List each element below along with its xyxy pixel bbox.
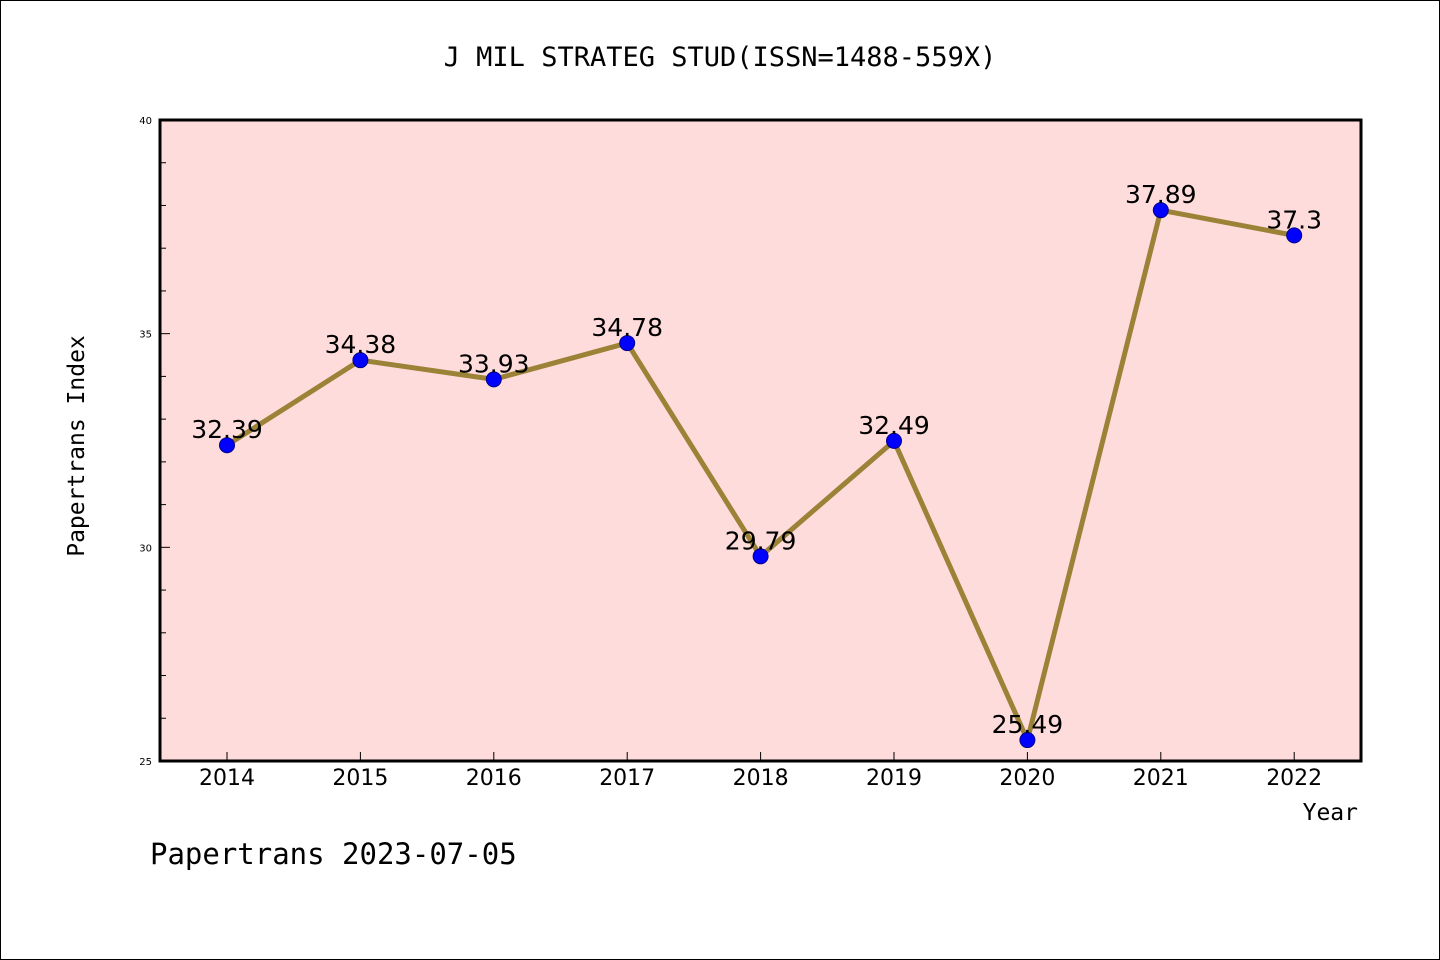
data-point xyxy=(485,371,502,388)
y-tick-label: 25 xyxy=(139,757,152,768)
data-point xyxy=(1152,202,1169,219)
data-point xyxy=(1019,732,1036,749)
data-labels: 32.39 34.38 33.93 34.78 29.79 32.49 25.49 37.89… xyxy=(191,180,1322,739)
series-markers xyxy=(219,202,1303,749)
footer-date-stamp: Papertrans 2023-07-05 xyxy=(150,837,517,871)
y-axis-ticks: 25 30 35 40 xyxy=(139,116,170,768)
data-point xyxy=(886,432,902,449)
x-axis-title: Year xyxy=(1303,800,1358,826)
x-tick-label: 2016 xyxy=(466,766,522,791)
data-point xyxy=(352,352,369,369)
data-label: 32.39 xyxy=(191,415,263,444)
y-tick-label: 40 xyxy=(139,116,152,127)
data-label: 37.89 xyxy=(1125,180,1197,209)
x-tick-label: 2015 xyxy=(332,766,388,791)
chart-title: J MIL STRATEG STUD(ISSN=1488-559X) xyxy=(444,42,997,73)
data-point xyxy=(619,335,636,352)
x-tick-label: 2018 xyxy=(733,766,789,791)
data-label: 29.79 xyxy=(725,526,797,555)
data-point xyxy=(219,437,235,454)
data-label: 32.49 xyxy=(858,411,930,440)
data-label: 34.38 xyxy=(325,330,397,359)
y-tick-label: 30 xyxy=(139,543,152,554)
x-tick-label: 2014 xyxy=(199,766,255,791)
data-label: 37.3 xyxy=(1266,205,1322,234)
x-tick-label: 2019 xyxy=(866,766,922,791)
y-axis-title: Papertrans Index xyxy=(64,335,90,557)
data-label: 34.78 xyxy=(591,313,663,342)
x-tick-label: 2017 xyxy=(599,766,655,791)
data-label: 25.49 xyxy=(992,710,1064,739)
x-tick-label: 2021 xyxy=(1133,766,1189,791)
y-tick-label: 35 xyxy=(139,330,152,341)
plot-area xyxy=(158,118,1363,763)
data-point xyxy=(752,548,769,565)
x-tick-label: 2020 xyxy=(999,766,1055,791)
x-tick-label: 2022 xyxy=(1266,766,1322,791)
x-axis-ticks: 2014 2015 2016 2017 2018 2019 2020 2021 2022 xyxy=(199,752,1322,791)
data-label: 33.93 xyxy=(458,349,530,378)
data-point xyxy=(1286,227,1303,244)
